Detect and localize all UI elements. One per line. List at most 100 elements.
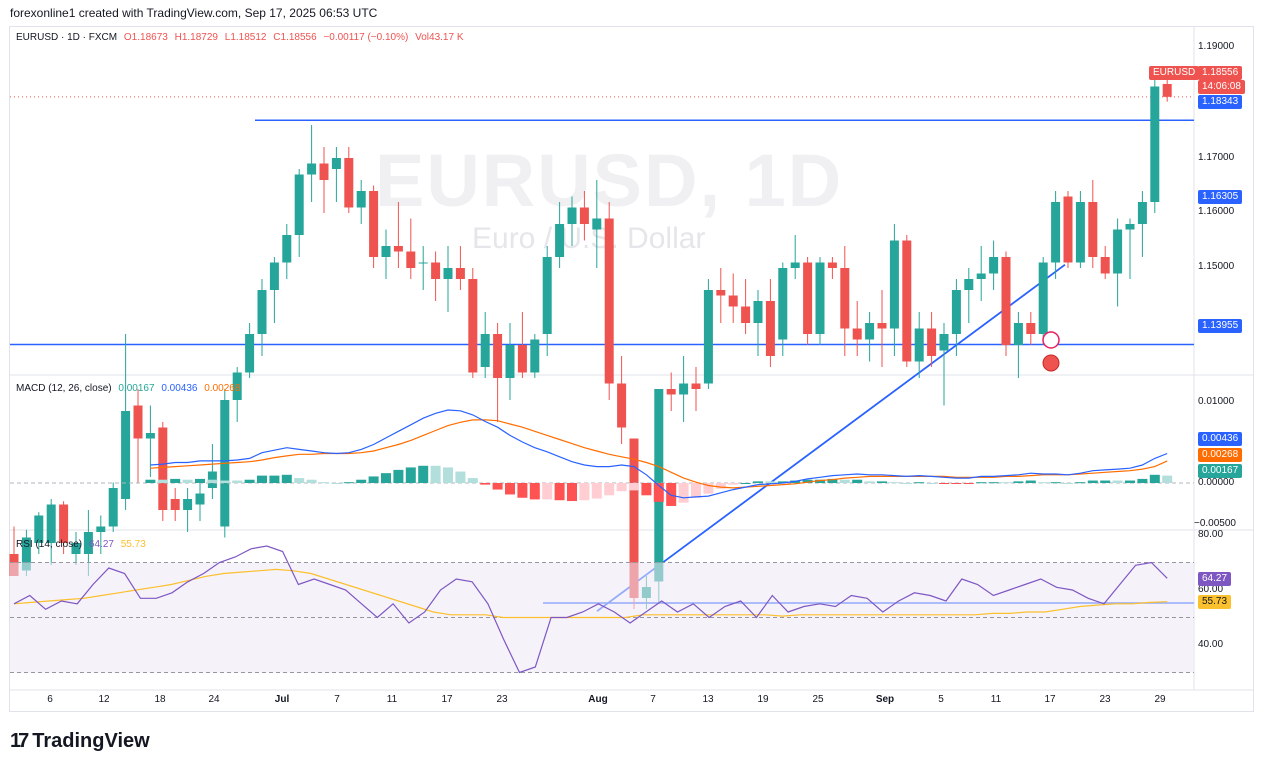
time-axis-label: Jul	[274, 694, 290, 705]
candle-body	[617, 383, 627, 428]
candle-body	[1125, 224, 1135, 230]
macd-histogram-bar	[157, 479, 168, 483]
time-axis-label: 5	[938, 694, 944, 705]
macd-histogram-bar	[1125, 480, 1135, 483]
candle-body	[803, 262, 813, 334]
candle-body	[716, 290, 726, 296]
candle-body	[579, 207, 589, 224]
macd-histogram-bar	[1050, 482, 1061, 484]
legend-change: −0.00117 (−0.10%)	[323, 32, 409, 43]
macd-tick-1: 0.01000	[1198, 396, 1235, 407]
macd-histogram-bar	[1087, 480, 1098, 483]
rsi-ma-line	[13, 568, 1168, 619]
macd-histogram-bar	[852, 479, 863, 483]
rsi-legend: RSI (14, close) 64.27 55.73	[16, 539, 150, 550]
macd-histogram-bar	[467, 478, 478, 483]
candle-body	[46, 504, 56, 543]
candle-body	[282, 235, 292, 263]
legend-open: O1.18673	[123, 32, 168, 43]
macd-histogram-bar	[988, 482, 999, 484]
candle-body	[1051, 202, 1061, 263]
rsi-line	[13, 545, 1168, 674]
rsi-tag: 64.27	[1198, 572, 1232, 586]
candle-body	[356, 191, 366, 208]
candle-body	[877, 323, 887, 329]
macd-histogram-bar	[281, 474, 292, 483]
candle-body	[71, 543, 81, 554]
candle-body	[59, 504, 69, 543]
macd-histogram-bar	[1013, 481, 1024, 483]
macd-histogram-bar	[219, 480, 230, 483]
macd-legend: MACD (12, 26, close) 0.00167 0.00436 0.0…	[16, 383, 244, 394]
macd-histogram-bar	[195, 478, 205, 483]
time-axis-label: 7	[650, 694, 656, 705]
candle-body	[567, 207, 577, 224]
rsi-legend-ma: 55.73	[120, 539, 146, 550]
macd-histogram-bar	[1137, 478, 1148, 483]
candle-body	[679, 383, 689, 395]
candle-body	[964, 279, 974, 290]
legend-low: L1.18512	[224, 32, 267, 43]
macd-histogram-bar	[517, 483, 528, 498]
time-axis-label: 18	[154, 694, 166, 705]
candle-body	[331, 158, 341, 169]
candle-body	[21, 537, 31, 571]
candle-body	[1150, 86, 1160, 202]
time-axis-label: 24	[208, 694, 220, 705]
macd-histogram-bar	[591, 483, 602, 499]
price-tick-4: 1.15000	[1198, 261, 1235, 272]
candle-body	[195, 493, 205, 505]
macd-histogram-bar	[480, 483, 491, 485]
candle-body	[183, 499, 193, 510]
candle-body	[790, 262, 800, 268]
candle-body	[245, 334, 255, 373]
price-legend: EURUSD · 1D · FXCM O1.18673 H1.18729 L1.…	[16, 32, 467, 43]
candle-body	[369, 191, 379, 257]
time-axis-label: 11	[386, 694, 398, 705]
time-axis-label: 17	[441, 694, 453, 705]
candle-body	[902, 240, 912, 362]
macd-histogram-bar	[901, 483, 912, 484]
macd-histogram-bar	[319, 482, 329, 484]
macd-histogram-bar	[418, 465, 429, 483]
macd-histogram-bar	[951, 483, 962, 484]
candle-body	[951, 290, 961, 334]
macd-histogram-bar	[306, 479, 317, 483]
candle-body	[406, 251, 416, 268]
candle-body	[753, 301, 763, 323]
rsi-tick-3: 40.00	[1198, 639, 1224, 650]
candle-body	[158, 427, 168, 510]
macd-histogram-bar	[1063, 483, 1073, 484]
macd-histogram-bar	[529, 483, 540, 500]
macd-tag: 0.00436	[1198, 432, 1243, 446]
candle-body	[555, 224, 565, 257]
macd-histogram-bar	[815, 479, 825, 483]
candle-body	[939, 334, 949, 351]
macd-histogram-bar	[827, 478, 838, 483]
candle-body	[96, 526, 106, 532]
macd-histogram-bar	[257, 475, 267, 483]
us-flag-icon	[1042, 354, 1060, 372]
candle-body	[443, 268, 453, 279]
candle-body	[666, 389, 676, 395]
candle-body	[344, 158, 354, 208]
macd-histogram-bar	[1038, 482, 1049, 484]
macd-histogram-bar	[356, 479, 367, 483]
time-axis-label: Sep	[875, 694, 895, 705]
candle-body	[480, 334, 490, 367]
candle-body	[691, 383, 701, 389]
histogram-tag: 0.00167	[1198, 464, 1243, 478]
price-tick-3: 1.16000	[1198, 206, 1235, 217]
macd-histogram-bar	[1149, 474, 1160, 483]
candle-body	[1088, 202, 1098, 257]
candle-body	[1063, 196, 1073, 263]
macd-histogram-bar	[232, 480, 243, 483]
macd-histogram-bar	[728, 483, 739, 485]
candle-body	[133, 405, 143, 439]
candle-body	[815, 262, 825, 334]
candle-body	[989, 257, 999, 274]
candle-body	[121, 411, 131, 499]
macd-histogram-bar	[269, 475, 280, 483]
macd-histogram-bar	[777, 481, 788, 483]
